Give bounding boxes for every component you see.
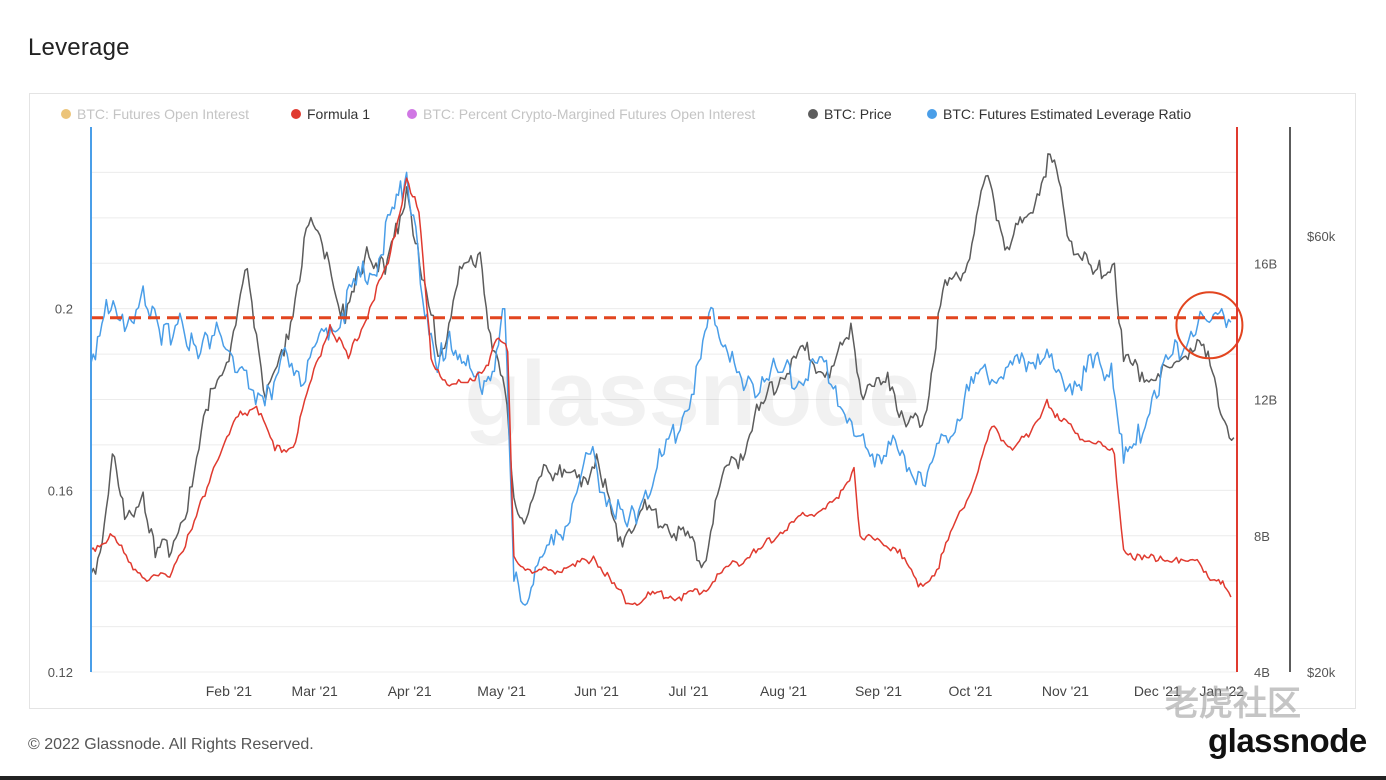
axes: 0.12 0.16 0.2 4B 8B 12B 16B $20k $60k Feb '21 Mar … (48, 127, 1336, 699)
x-tick-label: May '21 (477, 683, 526, 699)
y-right-price-tick-label: $20k (1307, 665, 1336, 680)
legend-dot-icon (61, 109, 71, 119)
legend-label: Formula 1 (307, 106, 370, 122)
legend-label: BTC: Price (824, 106, 892, 122)
x-tick-label: Feb '21 (206, 683, 252, 699)
annotations (91, 291, 1244, 360)
legend[interactable]: BTC: Futures Open Interest Formula 1 BTC: … (61, 106, 1191, 122)
legend-dot-icon (407, 109, 417, 119)
series-leverage-line (90, 171, 1232, 606)
footer-copyright: © 2022 Glassnode. All Rights Reserved. (28, 736, 314, 753)
x-tick-label: Apr '21 (388, 683, 432, 699)
legend-item[interactable]: BTC: Futures Open Interest (61, 106, 249, 122)
series-price-line (90, 153, 1235, 575)
page-title: Leverage (28, 34, 130, 61)
legend-item[interactable]: BTC: Price (808, 106, 892, 122)
x-tick-label: Dec '21 (1134, 683, 1181, 699)
y-left-tick-label: 0.2 (55, 302, 73, 317)
x-tick-label: Jan '22 (1199, 683, 1244, 699)
glassnode-logo[interactable]: glassnode (1208, 722, 1367, 759)
y-right-oi-tick-label: 12B (1254, 393, 1277, 408)
series-formula1-line (90, 177, 1232, 606)
legend-item[interactable]: BTC: Percent Crypto-Margined Futures Ope… (407, 106, 755, 122)
legend-dot-icon (291, 109, 301, 119)
series-lines (90, 153, 1235, 606)
bottom-rule (0, 776, 1386, 780)
y-right-price-tick-label: $60k (1307, 229, 1336, 244)
x-tick-label: Mar '21 (292, 683, 338, 699)
x-tick-label: Jul '21 (668, 683, 708, 699)
grid-lines (91, 171, 1237, 673)
y-right-oi-tick-label: 16B (1254, 256, 1277, 271)
legend-label: BTC: Futures Estimated Leverage Ratio (943, 106, 1191, 122)
legend-label: BTC: Futures Open Interest (77, 106, 249, 122)
chart-frame (29, 93, 1356, 709)
y-left-tick-label: 0.12 (48, 665, 73, 680)
legend-item[interactable]: Formula 1 (291, 106, 370, 122)
x-tick-label: Jun '21 (574, 683, 619, 699)
x-tick-label: Sep '21 (855, 683, 902, 699)
x-tick-label: Nov '21 (1042, 683, 1089, 699)
legend-label: BTC: Percent Crypto-Margined Futures Ope… (423, 106, 755, 122)
x-tick-label: Oct '21 (948, 683, 992, 699)
y-right-oi-tick-label: 4B (1254, 665, 1270, 680)
legend-dot-icon (808, 109, 818, 119)
y-right-oi-tick-label: 8B (1254, 529, 1270, 544)
highlight-circle (1175, 291, 1244, 360)
legend-item[interactable]: BTC: Futures Estimated Leverage Ratio (927, 106, 1191, 122)
y-left-tick-label: 0.16 (48, 483, 73, 498)
legend-dot-icon (927, 109, 937, 119)
x-tick-label: Aug '21 (760, 683, 807, 699)
forum-watermark: 老虎社区 (1165, 685, 1301, 723)
